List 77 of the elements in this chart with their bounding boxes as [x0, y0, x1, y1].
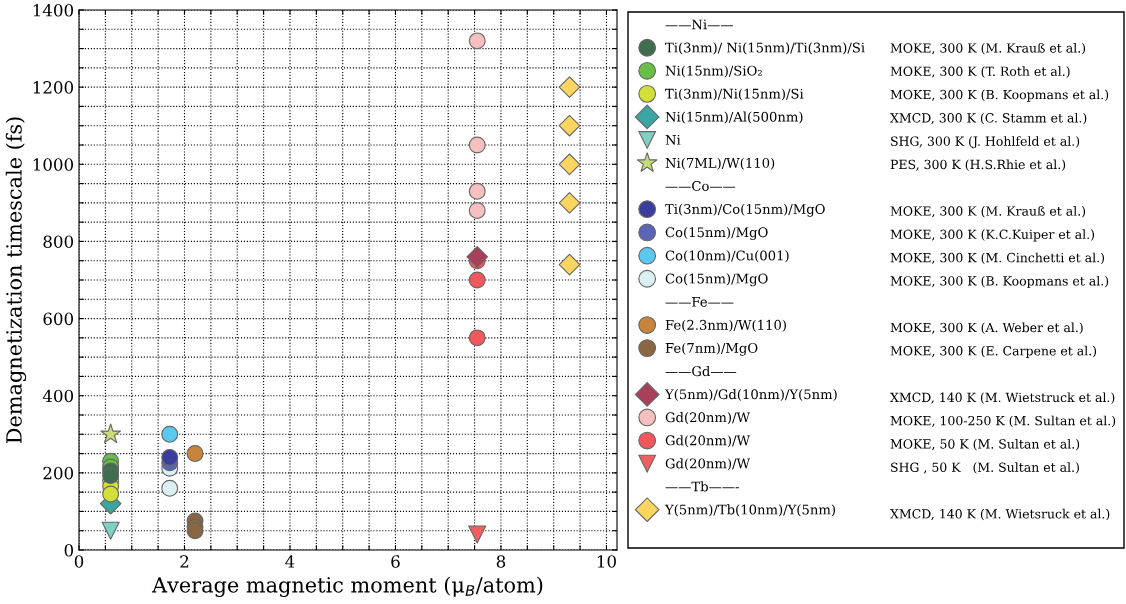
legend-label: Co(15nm)/MgO — [665, 227, 768, 240]
y-tick-label: 200 — [43, 466, 74, 480]
text: XMCD, 140 K (M. Wietstruck et al.) — [890, 392, 1115, 404]
point — [161, 479, 179, 497]
text: MOKE, 300 K (K.C.Kuiper et al.) — [890, 229, 1095, 242]
text: SHG, 300 K (J. Hohlfeld et al.) — [891, 136, 1080, 149]
legend-label: Ti(3nm)/Ni(15nm)/Si — [665, 88, 804, 101]
text: MOKE, 100-250 K (M. Sultan et al.) — [890, 415, 1116, 428]
point — [558, 253, 581, 276]
text: MOKE, 50 K (M. Sultan et al.) — [890, 438, 1080, 451]
text: PES, 300 K (H.S.Rhie et al.) — [890, 159, 1066, 171]
legend-label: Ni(15nm)/Al(500nm) — [665, 111, 803, 124]
x-tick-label: 6 — [391, 555, 400, 568]
x-axis-title: Average magnetic moment (μ$_{B}$/atom) — [151, 576, 543, 598]
point — [186, 522, 204, 540]
legend-label: Ni(15nm)/SiO₂ — [665, 65, 762, 78]
text: SHG , 50 K (M. Sultan et al.) — [891, 462, 1079, 474]
text: XMCD, 300 K (C. Stamm et al.) — [890, 112, 1087, 125]
point — [466, 246, 489, 268]
text: XMCD, 140 K (M. Wietsruck et al.) — [890, 508, 1110, 521]
point — [468, 329, 486, 347]
y-tick-label: 1200 — [33, 81, 74, 94]
point — [468, 136, 486, 154]
y-tick-label: 1000 — [33, 158, 74, 171]
point — [468, 202, 486, 220]
y-tick-label: 400 — [42, 389, 74, 403]
y-tick-label: 1400 — [33, 3, 74, 17]
x-tick-label: 0 — [74, 555, 84, 568]
legend-label: Gd(20nm)/W — [665, 412, 751, 425]
y-tick-label: 800 — [43, 235, 74, 248]
legend-label: Gd(20nm)/W — [665, 435, 751, 448]
legend-label: Ni(7ML)/W(110) — [665, 157, 775, 170]
point — [468, 182, 486, 200]
y-axis-title: Demagnetization timescale (fs) — [5, 117, 27, 444]
x-tick-label: 4 — [285, 555, 295, 568]
text: ——Tb——- — [665, 481, 739, 492]
point — [102, 485, 120, 503]
text: MOKE, 300 K (B. Koopmans et al.) — [890, 275, 1109, 289]
point — [161, 425, 179, 443]
text: MOKE, 300 K (M. Krauß et al.) — [890, 43, 1086, 55]
legend-label: Ti(3nm)/Co(15nm)/MgO — [665, 203, 825, 217]
point — [468, 525, 487, 544]
y-tick-label: 0 — [64, 543, 74, 557]
legend-label: Y(5nm)/Tb(10nm)/Y(5nm) — [664, 504, 835, 517]
text: ——Ni—— — [665, 19, 733, 30]
text: ——Fe—— — [665, 296, 734, 307]
text: MOKE, 300 K (A. Weber et al.) — [890, 322, 1083, 334]
text: MOKE, 300 K (E. Carpene et al.) — [890, 345, 1097, 358]
point — [468, 32, 486, 50]
point — [558, 192, 581, 214]
legend-label: Y(5nm)/Gd(10nm)/Y(5nm) — [664, 389, 837, 402]
point — [186, 445, 204, 463]
text: ——Gd—— — [665, 365, 737, 377]
text: MOKE, 300 K (T. Roth et al.) — [890, 66, 1070, 78]
legend-label: Ni — [665, 134, 681, 145]
legend-label: Co(10nm)/Cu(001) — [665, 250, 789, 263]
text: ——Co—— — [665, 180, 736, 191]
x-tick-label: 10 — [597, 555, 616, 568]
point — [101, 521, 120, 540]
legend-label: Fe(2.3nm)/W(110) — [665, 319, 786, 332]
point — [558, 76, 581, 98]
legend-label: Ti(3nm)/ Ni(15nm)/Ti(3nm)/Si — [665, 42, 865, 55]
legend-label: Co(15nm)/MgO — [665, 273, 768, 287]
legend-label: Fe(7nm)/MgO — [665, 342, 758, 356]
point — [161, 448, 179, 466]
point — [102, 467, 120, 485]
x-tick-label: 8 — [496, 555, 506, 568]
legend-label: Gd(20nm)/W — [665, 458, 751, 471]
point — [558, 153, 581, 176]
point — [558, 114, 581, 137]
x-tick-label: 2 — [180, 555, 189, 568]
text: MOKE, 300 K (M. Krauß et al.) — [890, 206, 1086, 218]
point — [100, 423, 121, 444]
point — [468, 271, 486, 289]
text: MOKE, 300 K (B. Koopmans et al.) — [890, 89, 1109, 102]
y-tick-label: 600 — [43, 312, 74, 326]
text: MOKE, 300 K (M. Cinchetti et al.) — [890, 252, 1105, 265]
